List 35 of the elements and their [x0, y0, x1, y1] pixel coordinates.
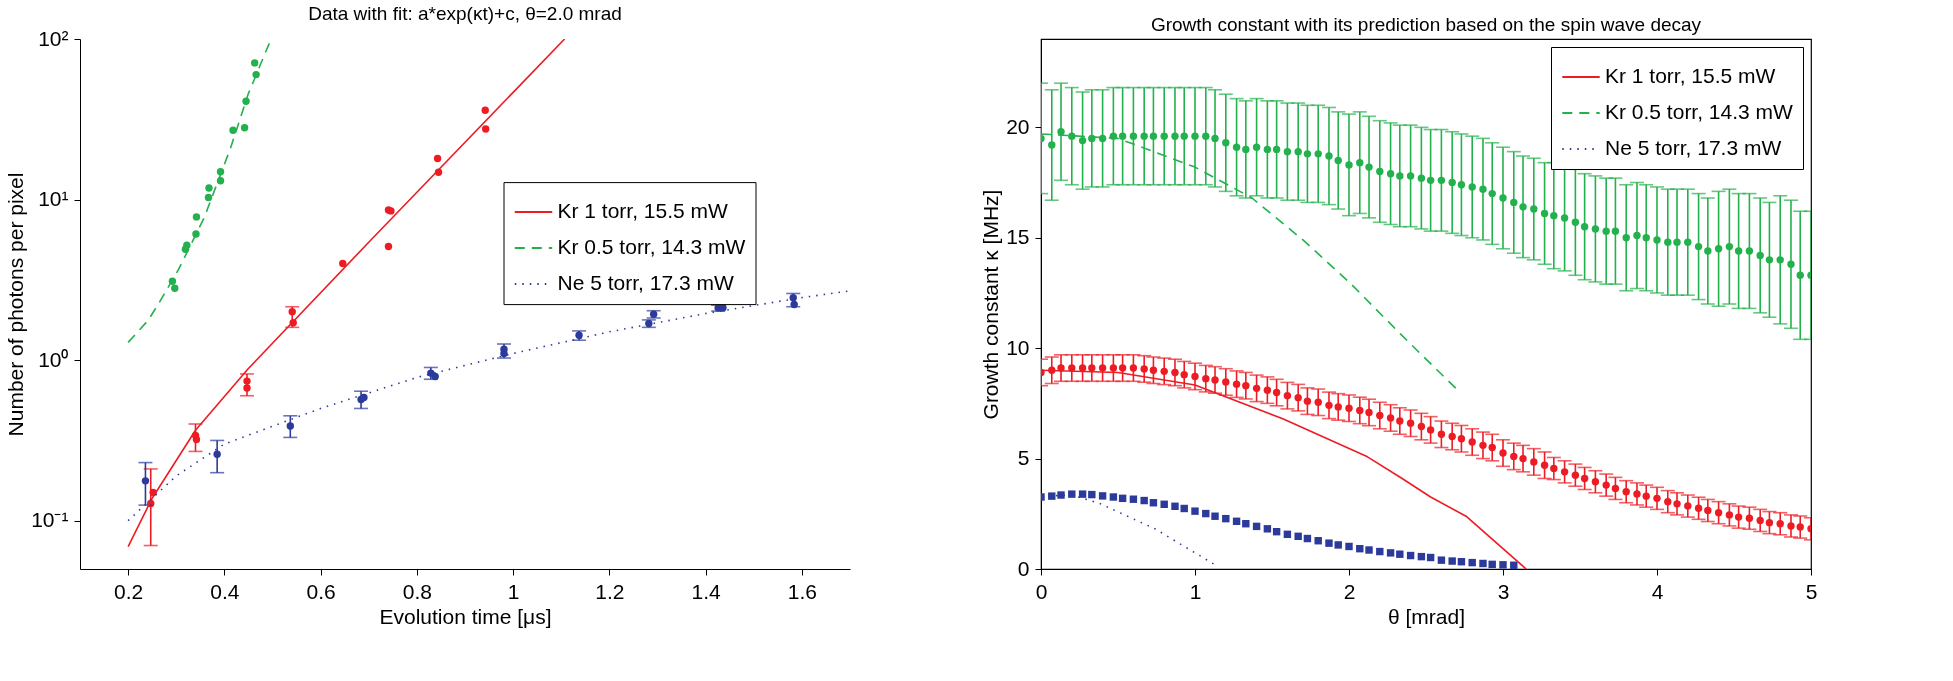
y-tick-label: 5	[1017, 446, 1030, 470]
legend-label: Kr 1 torr, 15.5 mW	[1605, 64, 1776, 87]
x-tick-label: 2	[1343, 579, 1356, 603]
x-tick-label: 0.8	[402, 579, 432, 603]
x-tick-label: 1.6	[787, 579, 817, 603]
x-tick-label: 0.2	[114, 579, 144, 603]
x-tick-label: 5	[1805, 579, 1818, 603]
x-tick-label: 1	[507, 579, 520, 603]
legend-label: Ne 5 torr, 17.3 mW	[557, 271, 734, 295]
y-tick-label: 15	[1006, 225, 1030, 249]
chart-title: Data with fit: a*exp(κt)+c, θ=2.0 mrad	[308, 3, 622, 24]
legend-label: Kr 1 torr, 15.5 mW	[557, 199, 729, 223]
y-axis-title: Number of photons per pixel	[4, 172, 28, 437]
y-tick-label: 0	[1017, 556, 1030, 580]
x-tick-label: 0.4	[210, 579, 240, 603]
x-tick-label: 0.6	[306, 579, 336, 603]
x-axis-title: Evolution time [μs]	[379, 604, 552, 628]
y-tick-label: 10⁻¹	[31, 508, 69, 532]
y-tick-label: 10	[1006, 335, 1030, 359]
x-tick-label: 4	[1651, 579, 1664, 603]
y-tick-label: 10⁰	[38, 347, 69, 371]
x-tick-label: 1.2	[595, 579, 625, 603]
legend-label: Kr 0.5 torr, 14.3 mW	[1605, 100, 1794, 123]
chart-title: Growth constant with its prediction based on the spin wave decay	[1150, 14, 1702, 35]
y-tick-label: 10²	[38, 26, 69, 50]
x-axis-title: θ [mrad]	[1387, 604, 1466, 628]
legend-label: Ne 5 torr, 17.3 mW	[1605, 136, 1782, 159]
x-tick-label: 0	[1035, 579, 1048, 603]
y-tick-label: 20	[1006, 114, 1030, 138]
x-tick-label: 1.4	[691, 579, 722, 603]
y-axis-title: Growth constant κ [MHz]	[979, 189, 1003, 420]
x-tick-label: 1	[1189, 579, 1202, 603]
x-tick-label: 3	[1497, 579, 1510, 603]
y-tick-label: 10¹	[38, 187, 69, 211]
legend-label: Kr 0.5 torr, 14.3 mW	[557, 235, 746, 259]
